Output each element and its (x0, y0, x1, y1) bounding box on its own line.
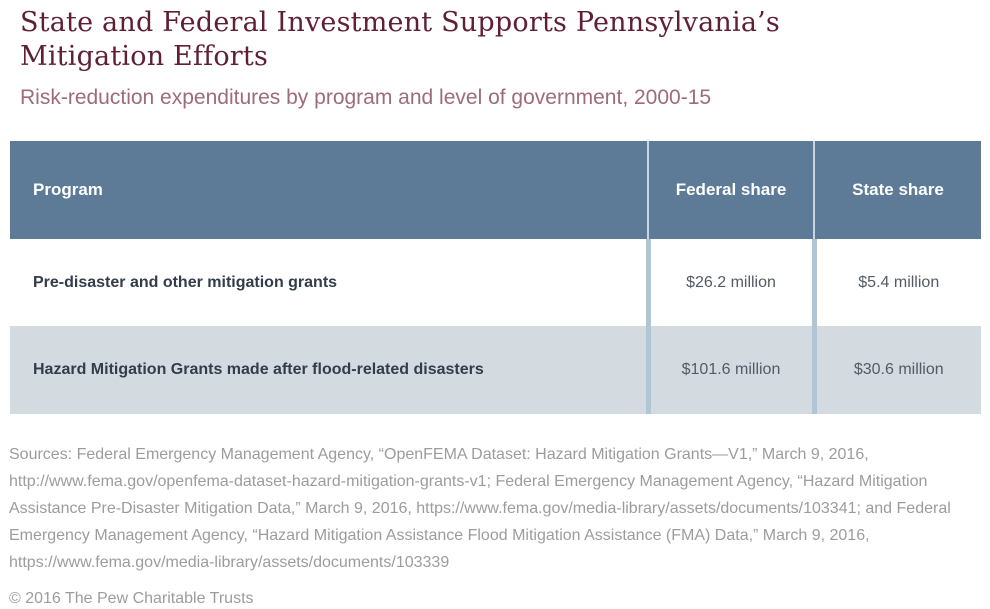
figure-title-line-2: Mitigation Efforts (20, 41, 269, 72)
state-share-cell: $5.4 million (811, 239, 981, 326)
table-header-row: Program Federal share State share (10, 141, 981, 239)
program-cell: Pre-disaster and other mitigation grants (33, 273, 338, 291)
table-row-hazard-mitigation-grants: Hazard Mitigation Grants made after floo… (10, 326, 981, 414)
federal-share-cell: $101.6 million (645, 326, 814, 414)
figure-title: State and Federal Investment Supports Pe… (0, 0, 990, 74)
figure-subtitle: Risk-reduction expenditures by program a… (20, 86, 712, 109)
column-header-federal-share: Federal share (647, 141, 814, 239)
state-share-cell: $30.6 million (811, 326, 981, 414)
sources-note: Sources: Federal Emergency Management Ag… (9, 446, 951, 571)
program-cell: Hazard Mitigation Grants made after floo… (33, 361, 484, 378)
column-header-program: Program (10, 141, 648, 239)
figure-title-line-1: State and Federal Investment Supports Pe… (20, 7, 780, 38)
federal-share-cell: $26.2 million (645, 239, 814, 326)
copyright-note: © 2016 The Pew Charitable Trusts (9, 590, 254, 607)
data-table: Program Federal share State share Pre-di… (10, 141, 981, 414)
table-row-pre-disaster-grants: Pre-disaster and other mitigation grants… (10, 239, 981, 326)
column-header-state-share: State share (813, 141, 981, 239)
